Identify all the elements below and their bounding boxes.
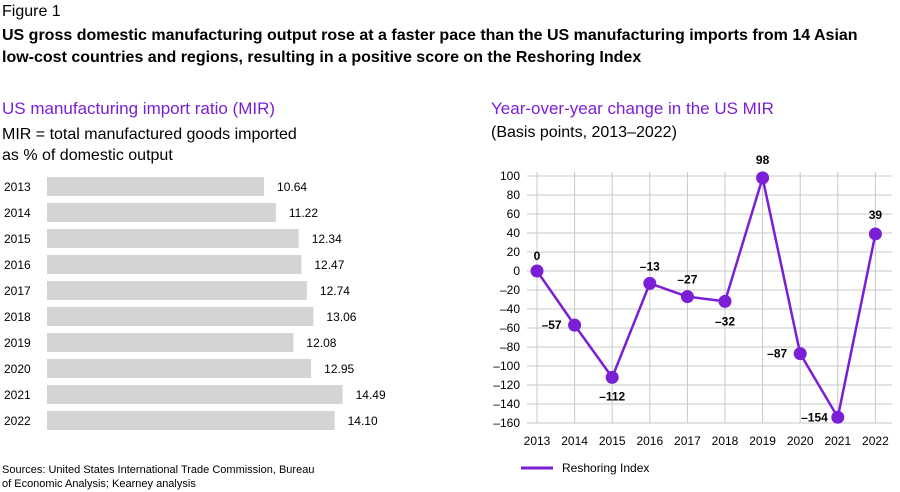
bar-value-label: 11.22 [289, 206, 318, 220]
data-point-2020 [793, 347, 807, 361]
bar-category-label: 2016 [4, 258, 31, 272]
data-point-2014 [568, 318, 582, 332]
bar-value-label: 13.06 [326, 310, 356, 324]
bar-category-label: 2018 [4, 310, 31, 324]
data-label: –32 [715, 314, 735, 328]
data-label: –27 [677, 273, 697, 287]
line-chart-title: Year-over-year change in the US MIR [491, 99, 774, 118]
legend-label: Reshoring Index [562, 461, 649, 475]
bar-2015 [47, 229, 299, 248]
x-tick-label: 2021 [824, 434, 851, 448]
bar-value-label: 10.64 [277, 180, 307, 194]
data-label: 0 [534, 249, 541, 263]
data-label: –154 [801, 410, 828, 424]
bar-2016 [47, 255, 302, 274]
bar-2014 [47, 203, 276, 222]
bar-category-label: 2015 [4, 232, 31, 246]
x-tick-label: 2015 [599, 434, 626, 448]
y-tick-label: –100 [493, 359, 520, 373]
data-label: 98 [756, 153, 770, 167]
data-point-2017 [680, 290, 694, 304]
bar-2020 [47, 359, 312, 378]
y-tick-label: 0 [513, 264, 520, 278]
x-tick-label: 2022 [862, 434, 889, 448]
data-label: –87 [767, 347, 787, 361]
bar-chart-subtitle: MIR = total manufactured goods imported … [2, 126, 297, 164]
data-point-2016 [643, 276, 657, 290]
data-label: –112 [599, 389, 625, 403]
bar-value-label: 12.47 [314, 258, 344, 272]
data-point-2015 [605, 370, 619, 384]
bar-2022 [47, 411, 335, 430]
y-tick-label: –20 [500, 283, 520, 297]
bar-2017 [47, 281, 307, 300]
y-tick-label: 20 [507, 245, 521, 259]
y-tick-label: 80 [507, 188, 521, 202]
y-tick-label: –80 [500, 340, 520, 354]
bar-category-label: 2017 [4, 284, 31, 298]
bar-category-label: 2014 [4, 206, 31, 220]
bar-category-label: 2021 [4, 388, 31, 402]
bar-value-label: 12.34 [312, 232, 342, 246]
source-note: Sources: United States International Tra… [2, 464, 315, 490]
y-tick-label: 40 [507, 226, 521, 240]
y-tick-label: –60 [500, 321, 520, 335]
x-tick-label: 2019 [749, 434, 776, 448]
data-point-2018 [718, 294, 732, 308]
x-tick-label: 2013 [524, 434, 551, 448]
figure-title: US gross domestic manufacturing output r… [2, 27, 858, 66]
data-point-2019 [756, 171, 770, 185]
bar-value-label: 14.10 [348, 414, 378, 428]
bar-value-label: 12.08 [306, 336, 336, 350]
bar-2021 [47, 385, 343, 404]
x-tick-label: 2020 [787, 434, 814, 448]
bar-2018 [47, 307, 314, 326]
line-chart-subtitle: (Basis points, 2013–2022) [491, 124, 677, 141]
data-label: 39 [869, 208, 883, 222]
bar-2019 [47, 333, 294, 352]
bar-chart-title: US manufacturing import ratio (MIR) [2, 99, 276, 118]
bar-chart: 2013 10.64 2014 11.22 2015 12.34 2016 12.47 2017… [4, 177, 386, 430]
data-label: –13 [640, 259, 660, 273]
bar-2013 [47, 177, 265, 196]
x-tick-label: 2018 [712, 434, 739, 448]
data-point-2022 [868, 227, 882, 241]
y-tick-label: –120 [493, 378, 520, 392]
x-tick-label: 2017 [674, 434, 701, 448]
bar-value-label: 14.49 [356, 388, 386, 402]
bar-category-label: 2019 [4, 336, 31, 350]
data-label: –57 [542, 318, 562, 332]
y-tick-label: 100 [500, 169, 520, 183]
bar-category-label: 2013 [4, 180, 31, 194]
reshoring-index-line [535, 176, 877, 419]
x-tick-label: 2014 [561, 434, 588, 448]
y-tick-label: –40 [500, 302, 520, 316]
bar-category-label: 2022 [4, 414, 31, 428]
y-tick-label: –160 [493, 416, 520, 430]
x-tick-label: 2016 [636, 434, 663, 448]
y-tick-label: 60 [507, 207, 521, 221]
bar-value-label: 12.74 [320, 284, 350, 298]
data-point-2021 [831, 410, 845, 424]
bar-category-label: 2020 [4, 362, 31, 376]
data-point-2013 [530, 264, 544, 278]
line-chart: 100 80 60 40 20 0 –20 –40 –60 –80 –100 –120 –140 –160… [493, 153, 892, 475]
figure-label: Figure 1 [2, 3, 61, 20]
y-tick-label: –140 [493, 397, 520, 411]
bar-value-label: 12.95 [324, 362, 354, 376]
